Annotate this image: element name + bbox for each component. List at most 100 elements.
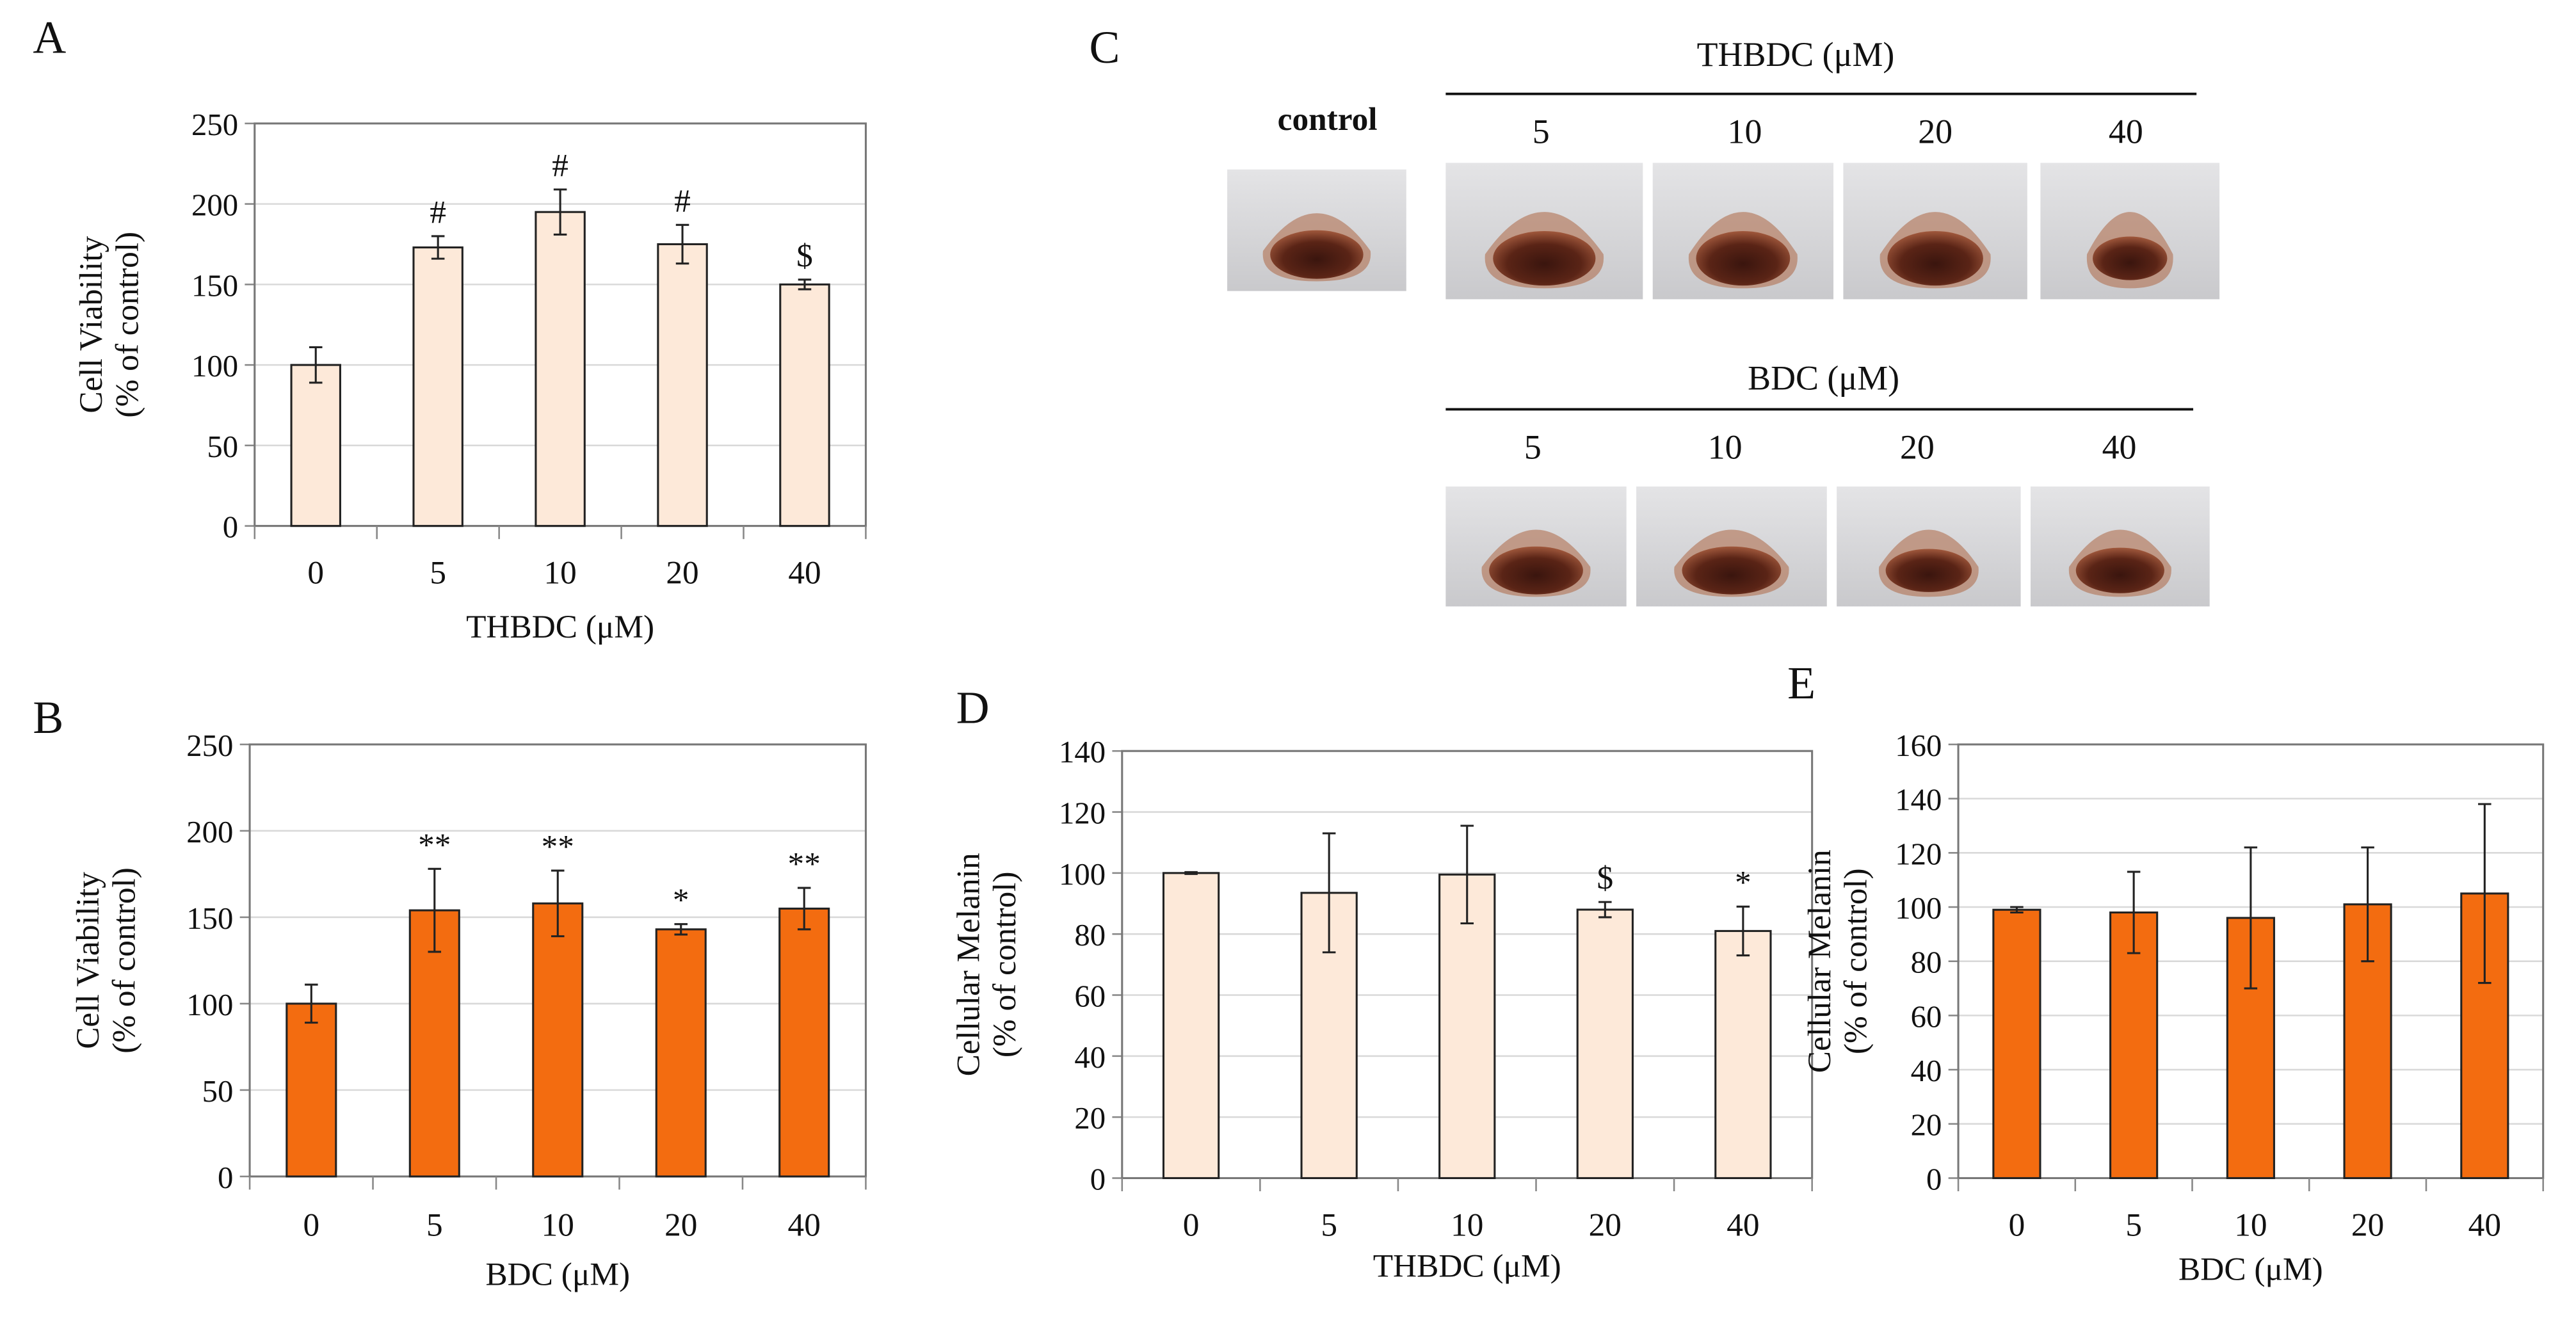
significance-marker: #	[552, 147, 568, 184]
x-tick-label: 20	[1589, 1207, 1622, 1243]
error-bar	[553, 188, 567, 236]
pellet-image-bdc-20	[1837, 486, 2021, 607]
error-bar	[2127, 871, 2141, 954]
y-axis-title: Cellular Melanin	[1801, 849, 1838, 1073]
y-tick-label: 40	[1911, 1054, 1942, 1088]
panel-c-pellet-images: control THBDC (μM) BDC (μM) 5 10 20 40 5 10 20…	[1227, 35, 2220, 607]
panel-label-d: D	[956, 682, 990, 734]
panel-label-b: B	[33, 692, 63, 743]
y-axis-title: Cell Viability	[70, 872, 106, 1049]
y-tick-label: 200	[186, 815, 233, 849]
error-bar	[1598, 901, 1612, 919]
x-tick-label: 0	[1183, 1207, 1200, 1243]
melanin-pellet	[1696, 230, 1791, 286]
y-tick-label: 160	[1895, 728, 1942, 763]
y-tick-label: 150	[191, 268, 238, 303]
y-tick-label: 0	[223, 510, 238, 545]
y-tick-label: 100	[1059, 857, 1106, 892]
y-tick-label: 50	[207, 430, 238, 464]
panel-label-c: C	[1089, 22, 1120, 73]
melanin-pellet	[2075, 547, 2164, 593]
x-tick-label: 40	[788, 1207, 821, 1243]
y-tick-label: 120	[1895, 837, 1942, 871]
pellet-image-bdc-10	[1636, 486, 1827, 607]
x-tick-label: 5	[2125, 1207, 2142, 1243]
panel-label-e: E	[1787, 657, 1815, 709]
y-tick-label: 20	[1074, 1101, 1106, 1136]
pellet-image-bdc-40	[2030, 486, 2210, 607]
melanin-pellet	[1270, 230, 1364, 279]
significance-marker: *	[673, 882, 689, 919]
error-bar	[1736, 905, 1750, 957]
y-tick-label: 50	[202, 1074, 234, 1109]
y-tick-label: 60	[1911, 999, 1942, 1034]
y-tick-label: 0	[1090, 1162, 1106, 1196]
significance-marker: **	[418, 827, 451, 864]
chart-e: 0 20 40 60 80 100 120 140 160 0 5 10 20 40 BDC (μM) Cel…	[1801, 728, 2545, 1288]
bar	[532, 902, 584, 1178]
x-tick-label: 20	[664, 1207, 697, 1243]
bar	[655, 928, 707, 1178]
bdc-header: BDC (μM)	[1748, 359, 1899, 398]
y-tick-label: 140	[1895, 783, 1942, 817]
y-axis-title: (% of control)	[106, 867, 142, 1054]
bar	[1438, 873, 1496, 1179]
melanin-pellet	[1493, 230, 1596, 286]
bar	[1576, 908, 1634, 1179]
significance-marker: $	[1597, 860, 1613, 897]
chart-d: 0 20 40 60 80 100 120 140 0 5 10 $20 * 40 THBDC (μM) Ce…	[951, 735, 1814, 1284]
y-tick-label: 140	[1059, 735, 1106, 769]
y-tick-label: 250	[191, 108, 238, 142]
y-tick-label: 120	[1059, 796, 1106, 830]
bar	[535, 211, 586, 527]
error-bar	[798, 278, 812, 291]
x-tick-label: 5	[430, 554, 446, 591]
error-bar	[2361, 846, 2374, 963]
x-tick-label: 20	[2351, 1207, 2384, 1243]
error-bar	[2010, 906, 2024, 914]
bdc-dose-label: 10	[1708, 428, 1743, 466]
pellet-image-thbdc-5	[1445, 163, 1643, 300]
y-tick-label: 250	[186, 728, 233, 763]
error-bar	[309, 346, 323, 384]
pellet-image-thbdc-10	[1652, 163, 1834, 300]
bar	[1162, 872, 1220, 1179]
significance-marker: $	[796, 237, 813, 274]
x-tick-label: 5	[1321, 1207, 1337, 1243]
error-bar	[674, 923, 688, 936]
y-tick-label: 20	[1911, 1108, 1942, 1143]
thbdc-header: THBDC (μM)	[1697, 35, 1895, 74]
melanin-pellet	[1885, 549, 1972, 592]
melanin-pellet	[1682, 546, 1782, 595]
y-tick-label: 60	[1074, 979, 1106, 1013]
error-bar	[1184, 871, 1198, 875]
x-tick-label: 0	[2009, 1207, 2025, 1243]
pellet-image-thbdc-40	[2040, 163, 2220, 300]
bar	[412, 246, 463, 527]
x-tick-label: 40	[2468, 1207, 2501, 1243]
thbdc-dose-label: 20	[1918, 113, 1952, 151]
error-bar	[431, 235, 445, 260]
x-tick-label: 10	[1451, 1207, 1483, 1243]
y-axis-title: Cell Viability	[73, 236, 109, 414]
y-tick-label: 150	[186, 901, 233, 936]
x-tick-label: 0	[303, 1207, 319, 1243]
x-axis-title: THBDC (μM)	[1373, 1248, 1561, 1284]
y-tick-label: 100	[1895, 891, 1942, 926]
x-tick-label: 40	[788, 554, 821, 591]
bdc-dose-label: 20	[1900, 428, 1935, 466]
x-tick-label: 5	[426, 1207, 443, 1243]
y-axis-title: (% of control)	[109, 232, 146, 418]
significance-marker: #	[674, 183, 691, 220]
error-bar	[305, 983, 318, 1024]
x-axis-title: BDC (μM)	[2178, 1251, 2323, 1288]
y-tick-label: 80	[1074, 918, 1106, 952]
bar	[286, 1002, 337, 1178]
error-bar	[551, 869, 565, 938]
pellet-image-bdc-5	[1445, 486, 1627, 607]
error-bar	[675, 223, 689, 265]
y-tick-label: 0	[218, 1161, 233, 1195]
error-bar	[428, 867, 442, 953]
melanin-pellet	[1887, 230, 1983, 286]
significance-marker: #	[430, 194, 446, 230]
